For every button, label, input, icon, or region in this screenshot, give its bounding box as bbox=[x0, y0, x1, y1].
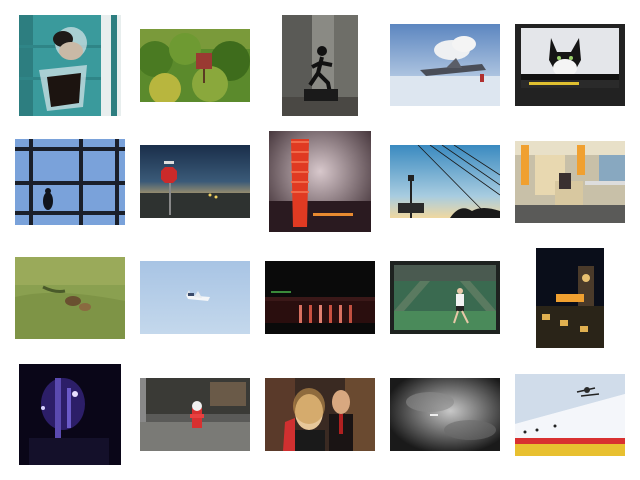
red-cups-icon[interactable] bbox=[269, 131, 371, 232]
fire-hydrant-icon[interactable] bbox=[140, 378, 250, 451]
bird-feeder-icon[interactable] bbox=[19, 15, 121, 116]
party-couple-icon[interactable] bbox=[265, 378, 375, 451]
stop-sign-dusk-icon[interactable] bbox=[140, 145, 250, 218]
cloudy-sky-icon[interactable] bbox=[390, 378, 500, 451]
ski-jump-icon[interactable] bbox=[515, 374, 625, 456]
aircraft-snow-icon[interactable] bbox=[390, 24, 500, 106]
blue-night-scene-icon[interactable] bbox=[19, 364, 121, 465]
tv-cat-icon[interactable] bbox=[515, 24, 625, 106]
library-interior-icon[interactable] bbox=[515, 141, 625, 223]
forest-sign-icon[interactable] bbox=[140, 29, 250, 102]
bird-window-icon[interactable] bbox=[15, 139, 125, 225]
clock-tower-night-icon[interactable] bbox=[536, 248, 604, 348]
runner-mural-icon[interactable] bbox=[282, 15, 358, 116]
dark-gate-icon[interactable] bbox=[265, 261, 375, 334]
tennis-player-icon[interactable] bbox=[390, 261, 500, 334]
power-lines-icon[interactable] bbox=[390, 145, 500, 218]
airplane-sky-icon[interactable] bbox=[140, 261, 250, 334]
animal-grass-icon[interactable] bbox=[15, 257, 125, 339]
